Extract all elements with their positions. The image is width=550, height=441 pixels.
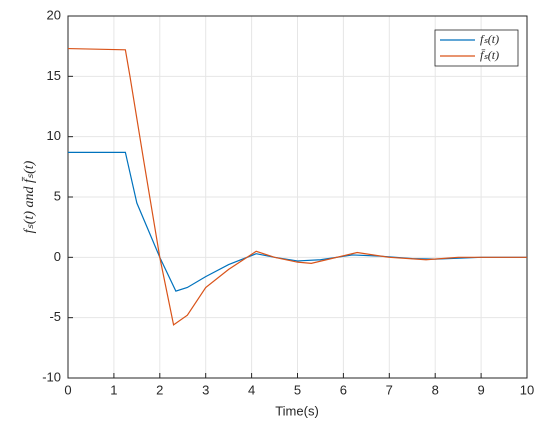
y-tick-label: 0 (54, 249, 61, 264)
y-tick-label: -10 (42, 369, 61, 384)
x-tick-label: 4 (248, 382, 255, 397)
x-tick-label: 5 (294, 382, 301, 397)
y-tick-label: 20 (47, 7, 61, 22)
y-axis-label: fₛ(t) and f̄ₛ(t) (21, 160, 37, 233)
x-axis-label: Time(s) (275, 403, 319, 418)
x-tick-label: 7 (386, 382, 393, 397)
y-tick-label: 5 (54, 188, 61, 203)
legend-box (434, 29, 519, 67)
x-tick-label: 2 (156, 382, 163, 397)
x-tick-label: 0 (64, 382, 71, 397)
y-tick-label: -5 (49, 309, 61, 324)
x-tick-label: 9 (477, 382, 484, 397)
legend-label: fₛ(t) (480, 32, 499, 46)
x-tick-label: 8 (432, 382, 439, 397)
y-tick-label: 10 (47, 128, 61, 143)
y-tick-label: 15 (47, 68, 61, 83)
axes-box (67, 15, 528, 379)
x-tick-label: 1 (110, 382, 117, 397)
line (67, 47, 527, 326)
legend-label: f̄ₛ(t) (480, 48, 499, 62)
x-tick-label: 3 (202, 382, 209, 397)
x-tick-label: 10 (520, 382, 534, 397)
x-tick-label: 6 (340, 382, 347, 397)
